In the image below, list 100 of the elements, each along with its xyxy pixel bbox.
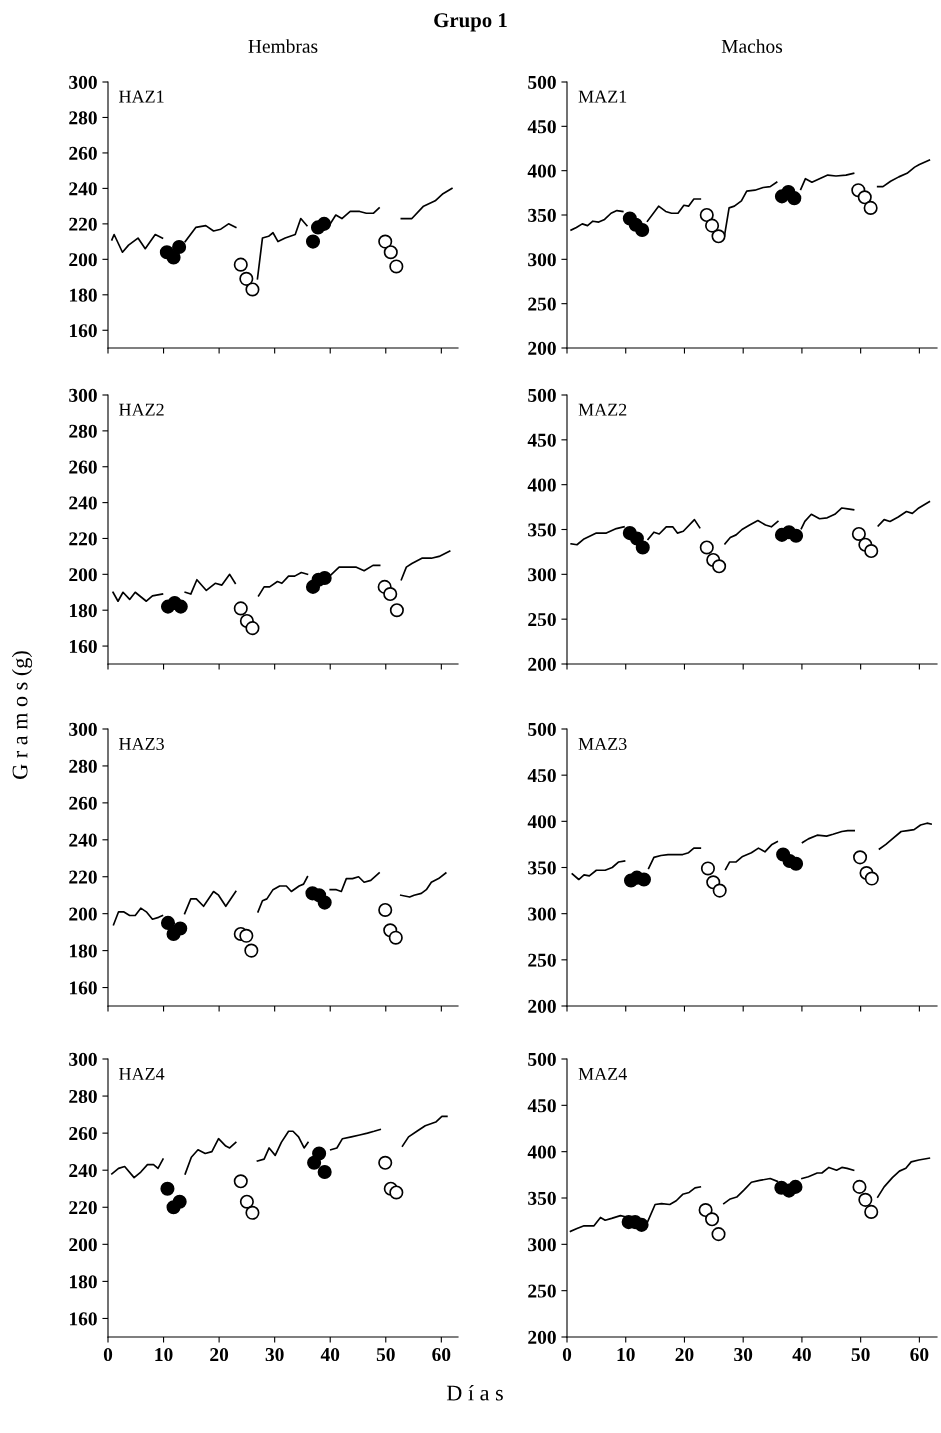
line-series	[647, 847, 702, 870]
point	[863, 200, 878, 215]
y-tick-label: 300	[69, 388, 97, 402]
y-tick-label: 260	[69, 146, 97, 160]
y-tick-label: 400	[527, 1145, 556, 1159]
y-tick-label: 350	[528, 861, 556, 875]
point	[711, 1227, 726, 1242]
line-series	[400, 187, 453, 220]
point	[245, 1205, 260, 1220]
point	[173, 921, 188, 936]
y-tick-label: 160	[69, 324, 97, 338]
annotation: HAZ4	[119, 1067, 165, 1080]
line-series	[184, 573, 237, 595]
line-series	[329, 1128, 382, 1151]
x-tick-label: 30	[265, 1347, 284, 1362]
line-series	[724, 840, 779, 871]
point	[699, 207, 714, 223]
line-series	[878, 822, 932, 850]
point	[635, 223, 650, 238]
line-series	[571, 860, 626, 881]
annotation: MAZ1	[578, 90, 627, 103]
y-tick-label: 280	[69, 759, 97, 773]
point	[853, 850, 868, 865]
line-series	[112, 591, 164, 603]
y-tick-label: 350	[528, 208, 556, 222]
point	[239, 1194, 254, 1209]
y-tick-label: 240	[69, 1164, 97, 1178]
y-tick-label: 260	[69, 460, 97, 474]
y-tick-label: 300	[69, 722, 97, 736]
line-series	[184, 1137, 237, 1175]
point	[389, 259, 404, 274]
y-tick-label: 220	[69, 870, 97, 884]
annotation: HAZ1	[119, 90, 164, 103]
annotation: HAZ3	[119, 737, 164, 751]
point	[388, 930, 403, 945]
line-series	[256, 1130, 309, 1162]
x-tick-label: 10	[617, 1347, 635, 1362]
point	[317, 570, 332, 585]
y-tick-label: 450	[527, 120, 556, 134]
line-series	[183, 890, 237, 915]
chart-title: Grupo 1	[434, 13, 507, 32]
y-tick-label: 280	[69, 424, 97, 438]
y-tick-label: 200	[69, 253, 97, 267]
point	[712, 559, 727, 574]
y-tick-label: 200	[69, 568, 97, 582]
y-tick-label: 200	[69, 907, 97, 921]
x-tick-label: 60	[432, 1347, 451, 1362]
x-tick-label: 20	[210, 1347, 229, 1362]
x-tick-label: 10	[155, 1347, 173, 1362]
point	[172, 239, 187, 254]
y-tick-label: 300	[528, 907, 556, 921]
point	[383, 587, 398, 602]
point	[705, 218, 720, 233]
point	[635, 540, 650, 555]
point	[378, 902, 393, 918]
y-tick-label: 400	[527, 815, 556, 829]
y-tick-label: 200	[528, 999, 556, 1013]
y-tick-label: 250	[528, 297, 556, 311]
y-tick-label: 160	[69, 1312, 97, 1326]
x-tick-label: 60	[910, 1347, 929, 1362]
y-tick-label: 350	[528, 1191, 556, 1205]
line-series	[257, 571, 309, 597]
point	[239, 928, 254, 943]
point	[634, 1217, 649, 1232]
y-tick-label: 280	[69, 1089, 97, 1103]
y-tick-label: 160	[69, 981, 97, 995]
line-series	[401, 1115, 448, 1147]
point	[378, 234, 393, 249]
y-tick-label: 200	[528, 1330, 556, 1344]
point	[172, 1194, 187, 1209]
y-tick-label: 250	[528, 953, 556, 967]
chart-subtitle: Machos	[721, 39, 783, 53]
y-tick-label: 180	[69, 288, 97, 302]
line-series	[724, 519, 779, 545]
y-tick-label: 300	[528, 253, 556, 267]
y-tick-label: 250	[528, 1284, 556, 1298]
annotation: MAZ3	[578, 737, 627, 751]
line-series	[400, 550, 451, 581]
point	[383, 245, 398, 260]
line-series	[876, 159, 931, 188]
y-tick-label: 300	[528, 1238, 556, 1252]
line-series	[877, 500, 931, 527]
point	[173, 599, 188, 614]
point	[312, 1146, 327, 1161]
point	[317, 1165, 332, 1180]
y-tick-label: 400	[527, 478, 556, 492]
point	[305, 234, 321, 249]
x-tick-label: 50	[376, 1347, 395, 1362]
y-tick-label: 160	[69, 639, 97, 653]
point	[233, 601, 248, 616]
x-axis-title: D í a s	[446, 1384, 503, 1401]
y-tick-label: 260	[69, 796, 97, 810]
point	[636, 872, 651, 887]
line-series	[329, 872, 380, 893]
y-tick-label: 500	[528, 388, 556, 402]
point	[160, 915, 176, 930]
y-tick-label: 300	[69, 1052, 97, 1066]
line-series	[111, 1158, 164, 1179]
line-series	[801, 829, 856, 844]
x-tick-label: 50	[851, 1347, 870, 1362]
